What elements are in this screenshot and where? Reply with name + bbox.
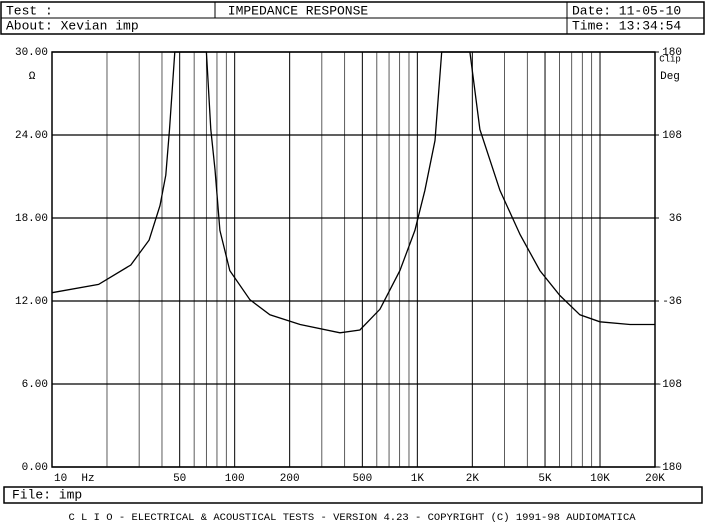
y-tick-label: 24.00 [15,130,48,142]
clip-label: Clip [659,54,681,64]
y2-tick-label: 108 [662,130,682,142]
x-tick-label: 5K [538,473,552,485]
header-test: Test : [6,3,53,18]
y2-tick-label: 36 [669,213,682,225]
y2-tick-label: -108 [656,379,682,391]
y2-tick-label: -180 [656,462,682,474]
file-label: File: imp [12,487,82,502]
y-tick-label: 30.00 [15,47,48,59]
plot-frame [51,51,656,468]
x-tick-label: 10K [590,473,610,485]
impedance-curve [51,51,655,334]
y2-tick-label: -36 [662,296,682,308]
y-tick-label: 12.00 [15,296,48,308]
x-tick-label: 1K [411,473,425,485]
x-unit: Hz [81,473,94,485]
y-tick-label: 6.00 [22,379,48,391]
x-tick-label: 2K [466,473,480,485]
y2-tick-label: 180 [662,47,682,59]
y-unit: Ω [29,71,36,83]
header-date: Date: 11-05-10 [572,3,681,18]
y-tick-label: 18.00 [15,213,48,225]
x-tick-label: 10 [54,473,67,485]
y2-unit: Deg [660,71,680,83]
chart-title: IMPEDANCE RESPONSE [228,3,369,18]
footer: C L I O - ELECTRICAL & ACOUSTICAL TESTS … [68,512,636,524]
x-tick-label: 50 [173,473,186,485]
header-time: Time: 13:34:54 [572,18,681,33]
x-tick-label: 500 [352,473,372,485]
file-box [3,486,703,504]
x-tick-label: 100 [225,473,245,485]
x-tick-label: 20K [645,473,665,485]
y-tick-label: 0.00 [22,462,48,474]
x-tick-label: 200 [280,473,300,485]
header-about: About: Xevian imp [6,18,139,33]
